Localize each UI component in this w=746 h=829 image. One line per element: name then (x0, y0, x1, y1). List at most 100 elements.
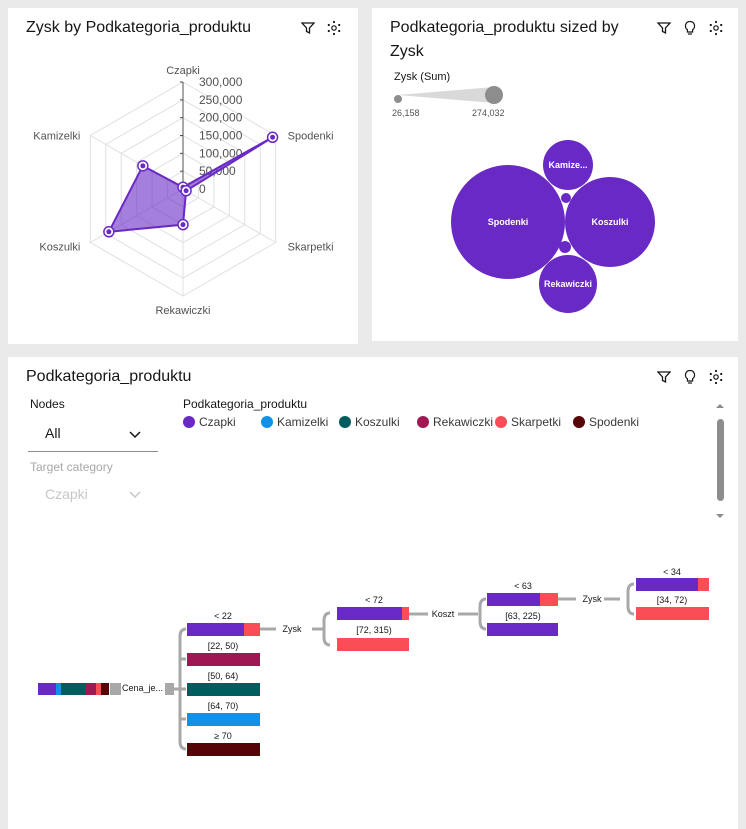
legend-item-rekawiczki[interactable]: Rekawiczki (417, 415, 493, 429)
legend-swatch (183, 416, 195, 428)
chevron-down-icon (128, 427, 142, 446)
bubble-skarpetki (559, 241, 571, 253)
legend-label: Spodenki (589, 415, 640, 429)
bubble-kamizelki (543, 140, 593, 190)
scroll-up-icon (716, 404, 724, 408)
zysk2-node-label: [34, 72) (657, 595, 688, 605)
bubble-koszulki (565, 177, 655, 267)
tree-node-cena-22-50[interactable] (187, 653, 260, 666)
radar-tick-label: 100,000 (199, 146, 243, 160)
decision-tree-card: Podkategoria_produktu Nodes All Target c… (8, 357, 738, 829)
bubble-rekawiczki (539, 255, 597, 313)
bubble-label-kamizelki: Kamize... (548, 160, 587, 170)
root-split-label: Cena_je... (122, 683, 163, 693)
tree-node-cena-lt22[interactable] (187, 623, 260, 636)
bubble-label-koszulki: Koszulki (591, 217, 628, 227)
radar-axis-label: Czapki (166, 65, 200, 77)
radar-chart-card: Zysk by Podkategoria_produktu 050,000100… (8, 8, 358, 344)
legend-label: Rekawiczki (433, 415, 494, 429)
lightbulb-icon[interactable] (680, 367, 700, 387)
split-label-koszt: Koszt (432, 609, 455, 619)
legend-item-czapki[interactable]: Czapki (183, 415, 236, 429)
bubble-spodenki (451, 165, 565, 279)
legend-swatch (573, 416, 585, 428)
lightbulb-icon[interactable] (680, 18, 700, 38)
tree-node-cena-64-70[interactable] (187, 713, 260, 726)
size-legend-max-dot (485, 86, 503, 104)
radar-toolbar (298, 18, 344, 38)
root-node[interactable] (38, 683, 121, 695)
legend-swatch (339, 416, 351, 428)
size-legend-title: Zysk (Sum) (394, 71, 451, 83)
tree-toolbar (654, 367, 726, 387)
legend-swatch (495, 416, 507, 428)
radar-grid-spoke (182, 188, 276, 243)
legend-scrollbar[interactable] (714, 401, 726, 523)
nodes-dropdown[interactable]: All (28, 419, 158, 452)
settings-icon[interactable] (706, 18, 726, 38)
split-label-zysk: Zysk (283, 624, 302, 634)
legend-item-koszulki[interactable]: Koszulki (339, 415, 400, 429)
legend-label: Kamizelki (277, 415, 329, 429)
radar-data-point-core (140, 163, 146, 169)
bubble-chart: Spodenki Koszulki Kamize... Rekawiczki (451, 140, 655, 313)
target-category-dropdown[interactable]: Czapki (28, 482, 158, 510)
bubble-chart-title-line1: Podkategoria_produktu sized by (390, 19, 619, 36)
decision-tree-title: Podkategoria_produktu (26, 368, 192, 385)
tree-node-koszt-63-225[interactable] (487, 623, 558, 636)
legend-item-spodenki[interactable]: Spodenki (573, 415, 639, 429)
legend-label: Czapki (199, 415, 236, 429)
tree-node-zysk-72-315[interactable] (337, 638, 409, 651)
tree-node-zysk2-lt34[interactable] (636, 578, 709, 591)
filter-icon[interactable] (654, 18, 674, 38)
scrollbar-thumb[interactable] (717, 419, 724, 501)
cena-node-label: [50, 64) (208, 671, 239, 681)
radar-tick-label: 150,000 (199, 129, 243, 143)
bubble-chart-card: Podkategoria_produktu sized by Zysk Zysk… (372, 8, 738, 341)
bubble-toolbar (654, 18, 726, 38)
tree-node-zysk-lt72[interactable] (337, 607, 409, 620)
legend-swatch (261, 416, 273, 428)
legend-swatch (417, 416, 429, 428)
legend-item-kamizelki[interactable]: Kamizelki (261, 415, 328, 429)
scroll-down-icon (716, 514, 724, 518)
radar-axis-label: Rekawiczki (155, 305, 210, 317)
koszt-node-label: < 63 (514, 581, 532, 591)
bubble-czapki (561, 193, 571, 203)
radar-tick-label: 200,000 (199, 111, 243, 125)
bubble-chart-title-line2: Zysk (390, 43, 424, 60)
tree-node-koszt-lt63[interactable] (487, 593, 558, 606)
settings-icon[interactable] (706, 367, 726, 387)
radar-chart-title: Zysk by Podkategoria_produktu (26, 19, 252, 36)
filter-icon[interactable] (298, 18, 318, 38)
radar-axis-label: Skarpetki (288, 242, 334, 254)
radar-axis-label: Kamizelki (33, 131, 80, 143)
size-legend (394, 86, 503, 104)
radar-tick-label: 250,000 (199, 93, 243, 107)
tree-node-cena-50-64[interactable] (187, 683, 260, 696)
settings-icon[interactable] (324, 18, 344, 38)
tree-node-zysk2-34-72[interactable] (636, 607, 709, 620)
nodes-dropdown-value: All (45, 425, 61, 441)
bubble-label-rekawiczki: Rekawiczki (544, 279, 592, 289)
zysk2-node-label: < 34 (663, 567, 681, 577)
legend-label: Skarpetki (511, 415, 562, 429)
legend-item-skarpetki[interactable]: Skarpetki (495, 415, 561, 429)
radar-chart: 050,000100,000150,000200,000250,000300,0… (33, 65, 334, 317)
radar-data-point-core (180, 222, 186, 228)
nodes-label: Nodes (30, 397, 65, 411)
radar-tick-label: 0 (199, 182, 206, 196)
decision-tree-diagram: Cena_je... < 22 (38, 567, 709, 756)
size-legend-max: 274,032 (472, 108, 505, 118)
zysk-node-label: < 72 (365, 595, 383, 605)
cena-node-label: < 22 (214, 611, 232, 621)
target-category-label: Target category (30, 460, 113, 474)
cena-node-label: ≥ 70 (214, 731, 231, 741)
target-category-value: Czapki (45, 486, 88, 502)
filter-icon[interactable] (654, 367, 674, 387)
radar-data-point-core (270, 134, 276, 140)
bubble-chart-title: Podkategoria_produktu sized by Zysk (390, 16, 650, 64)
size-legend-min: 26,158 (392, 108, 420, 118)
radar-data-point-core (106, 229, 112, 235)
tree-node-cena-ge70[interactable] (187, 743, 260, 756)
